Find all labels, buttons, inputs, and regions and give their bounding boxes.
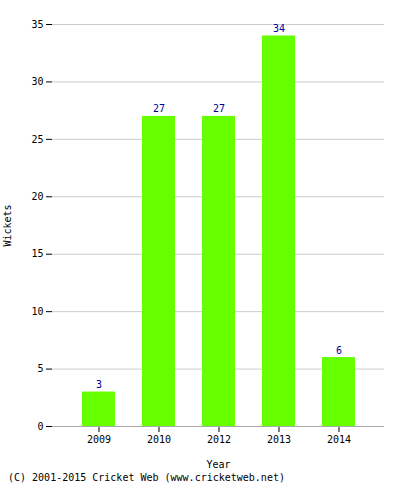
svg-text:34: 34 xyxy=(273,23,285,34)
svg-text:10: 10 xyxy=(31,306,43,317)
svg-text:27: 27 xyxy=(213,103,225,114)
svg-text:2013: 2013 xyxy=(267,434,291,445)
svg-text:2012: 2012 xyxy=(207,434,231,445)
svg-text:0: 0 xyxy=(37,421,43,432)
svg-text:15: 15 xyxy=(31,248,43,259)
svg-text:2009: 2009 xyxy=(87,434,111,445)
svg-text:30: 30 xyxy=(31,76,43,87)
svg-text:Wickets: Wickets xyxy=(2,204,13,246)
svg-text:6: 6 xyxy=(336,345,342,356)
svg-text:5: 5 xyxy=(37,363,43,374)
html-text:(C) 2001-2015 Cricket Web (www: (C) 2001-2015 Cricket Web (www.cricketwe… xyxy=(8,472,285,483)
svg-text:3: 3 xyxy=(96,379,102,390)
svg-text:35: 35 xyxy=(31,19,43,30)
svg-text:27: 27 xyxy=(153,103,165,114)
svg-text:25: 25 xyxy=(31,134,43,145)
svg-text:20: 20 xyxy=(31,191,43,202)
svg-text:Year: Year xyxy=(206,459,230,470)
svg-text:2014: 2014 xyxy=(327,434,351,445)
svg-text:2010: 2010 xyxy=(147,434,171,445)
